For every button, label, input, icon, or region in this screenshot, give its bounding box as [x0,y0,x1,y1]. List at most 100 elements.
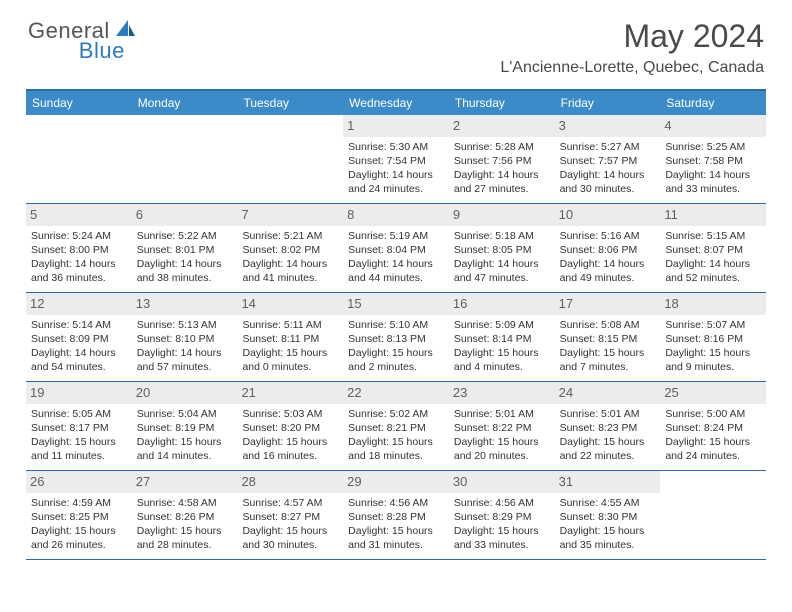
sunset-line: Sunset: 8:15 PM [560,332,656,346]
day-cell: 20Sunrise: 5:04 AMSunset: 8:19 PMDayligh… [132,382,238,470]
day-number: 4 [660,115,766,137]
sunrise-line: Sunrise: 4:59 AM [31,496,127,510]
day-cell: 4Sunrise: 5:25 AMSunset: 7:58 PMDaylight… [660,115,766,203]
sunset-line: Sunset: 8:17 PM [31,421,127,435]
sunrise-line: Sunrise: 4:58 AM [137,496,233,510]
daylight-line-2: and 24 minutes. [348,182,444,196]
day-cell: 23Sunrise: 5:01 AMSunset: 8:22 PMDayligh… [449,382,555,470]
day-cell: 18Sunrise: 5:07 AMSunset: 8:16 PMDayligh… [660,293,766,381]
sunset-line: Sunset: 8:27 PM [242,510,338,524]
title-block: May 2024 L'Ancienne-Lorette, Quebec, Can… [500,18,764,77]
sunset-line: Sunset: 8:11 PM [242,332,338,346]
day-cell: . [26,115,132,203]
day-cell: 24Sunrise: 5:01 AMSunset: 8:23 PMDayligh… [555,382,661,470]
day-number: 2 [449,115,555,137]
week-row: 12Sunrise: 5:14 AMSunset: 8:09 PMDayligh… [26,293,766,382]
daylight-line-2: and 26 minutes. [31,538,127,552]
weekday-header: Friday [555,91,661,115]
weekday-header-row: SundayMondayTuesdayWednesdayThursdayFrid… [26,91,766,115]
daylight-line-2: and 41 minutes. [242,271,338,285]
sunset-line: Sunset: 8:29 PM [454,510,550,524]
daylight-line-2: and 18 minutes. [348,449,444,463]
sunrise-line: Sunrise: 5:09 AM [454,318,550,332]
daylight-line-1: Daylight: 14 hours [242,257,338,271]
day-number: 19 [26,382,132,404]
sunset-line: Sunset: 8:25 PM [31,510,127,524]
day-cell: 17Sunrise: 5:08 AMSunset: 8:15 PMDayligh… [555,293,661,381]
sunset-line: Sunset: 8:24 PM [665,421,761,435]
daylight-line-2: and 16 minutes. [242,449,338,463]
sunrise-line: Sunrise: 5:10 AM [348,318,444,332]
daylight-line-2: and 30 minutes. [242,538,338,552]
sunrise-line: Sunrise: 5:05 AM [31,407,127,421]
calendar: SundayMondayTuesdayWednesdayThursdayFrid… [26,89,766,560]
daylight-line-1: Daylight: 14 hours [454,168,550,182]
daylight-line-2: and 30 minutes. [560,182,656,196]
daylight-line-1: Daylight: 15 hours [454,524,550,538]
day-number: 31 [555,471,661,493]
daylight-line-1: Daylight: 15 hours [242,524,338,538]
daylight-line-2: and 28 minutes. [137,538,233,552]
week-row: 5Sunrise: 5:24 AMSunset: 8:00 PMDaylight… [26,204,766,293]
sunrise-line: Sunrise: 5:30 AM [348,140,444,154]
day-cell: 31 Sunrise: 4:55 AMSunset: 8:30 PMDayligh… [555,471,661,559]
daylight-line-1: Daylight: 15 hours [560,524,656,538]
sunset-line: Sunset: 8:22 PM [454,421,550,435]
daylight-line-2: and 36 minutes. [31,271,127,285]
day-cell: 8Sunrise: 5:19 AMSunset: 8:04 PMDaylight… [343,204,449,292]
daylight-line-2: and 4 minutes. [454,360,550,374]
day-cell: 7Sunrise: 5:21 AMSunset: 8:02 PMDaylight… [237,204,343,292]
daylight-line-2: and 38 minutes. [137,271,233,285]
daylight-line-1: Daylight: 15 hours [665,346,761,360]
daylight-line-2: and 7 minutes. [560,360,656,374]
sunrise-line: Sunrise: 5:00 AM [665,407,761,421]
sunrise-line: Sunrise: 4:56 AM [348,496,444,510]
sunset-line: Sunset: 8:28 PM [348,510,444,524]
month-title: May 2024 [500,18,764,55]
day-number: 13 [132,293,238,315]
weekday-header: Thursday [449,91,555,115]
day-cell: . [132,115,238,203]
daylight-line-1: Daylight: 15 hours [348,524,444,538]
sunrise-line: Sunrise: 5:24 AM [31,229,127,243]
sunset-line: Sunset: 8:14 PM [454,332,550,346]
sunrise-line: Sunrise: 5:19 AM [348,229,444,243]
day-cell: 11Sunrise: 5:15 AMSunset: 8:07 PMDayligh… [660,204,766,292]
day-number: 17 [555,293,661,315]
day-number: 5 [26,204,132,226]
sunrise-line: Sunrise: 5:07 AM [665,318,761,332]
sunset-line: Sunset: 8:30 PM [560,510,656,524]
daylight-line-2: and 54 minutes. [31,360,127,374]
daylight-line-2: and 27 minutes. [454,182,550,196]
day-number: 1 [343,115,449,137]
day-cell: 6Sunrise: 5:22 AMSunset: 8:01 PMDaylight… [132,204,238,292]
daylight-line-2: and 57 minutes. [137,360,233,374]
daylight-line-1: Daylight: 14 hours [665,168,761,182]
daylight-line-1: Daylight: 14 hours [348,168,444,182]
sunrise-line: Sunrise: 5:13 AM [137,318,233,332]
daylight-line-1: Daylight: 14 hours [137,257,233,271]
day-number: 16 [449,293,555,315]
day-number: 11 [660,204,766,226]
day-cell: 14Sunrise: 5:11 AMSunset: 8:11 PMDayligh… [237,293,343,381]
sunset-line: Sunset: 7:56 PM [454,154,550,168]
sunset-line: Sunset: 8:26 PM [137,510,233,524]
day-cell: 5Sunrise: 5:24 AMSunset: 8:00 PMDaylight… [26,204,132,292]
day-cell: 22Sunrise: 5:02 AMSunset: 8:21 PMDayligh… [343,382,449,470]
sunrise-line: Sunrise: 5:15 AM [665,229,761,243]
sunset-line: Sunset: 8:20 PM [242,421,338,435]
day-cell: 30Sunrise: 4:56 AMSunset: 8:29 PMDayligh… [449,471,555,559]
daylight-line-1: Daylight: 15 hours [242,346,338,360]
sunrise-line: Sunrise: 4:55 AM [560,496,656,510]
daylight-line-2: and 33 minutes. [454,538,550,552]
week-row: 19 Sunrise: 5:05 AMSunset: 8:17 PM Dayligh… [26,382,766,471]
daylight-line-1: Daylight: 15 hours [137,435,233,449]
sunrise-line: Sunrise: 5:14 AM [31,318,127,332]
day-number: 9 [449,204,555,226]
sunset-line: Sunset: 7:58 PM [665,154,761,168]
day-cell: 10Sunrise: 5:16 AMSunset: 8:06 PMDayligh… [555,204,661,292]
daylight-line-1: Daylight: 14 hours [137,346,233,360]
sunset-line: Sunset: 8:16 PM [665,332,761,346]
day-cell: 27Sunrise: 4:58 AMSunset: 8:26 PMDayligh… [132,471,238,559]
location-text: L'Ancienne-Lorette, Quebec, Canada [500,59,764,77]
